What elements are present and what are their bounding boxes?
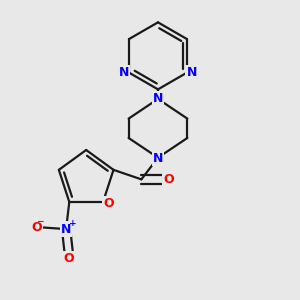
Text: N: N bbox=[119, 66, 129, 79]
Text: O: O bbox=[103, 197, 114, 210]
Text: −: − bbox=[36, 217, 44, 226]
Text: O: O bbox=[164, 173, 174, 186]
Text: O: O bbox=[63, 252, 74, 265]
Text: N: N bbox=[187, 66, 197, 79]
Text: +: + bbox=[69, 220, 77, 229]
Text: N: N bbox=[153, 152, 163, 165]
Text: N: N bbox=[61, 223, 71, 236]
Text: N: N bbox=[153, 92, 163, 105]
Text: O: O bbox=[32, 221, 42, 234]
